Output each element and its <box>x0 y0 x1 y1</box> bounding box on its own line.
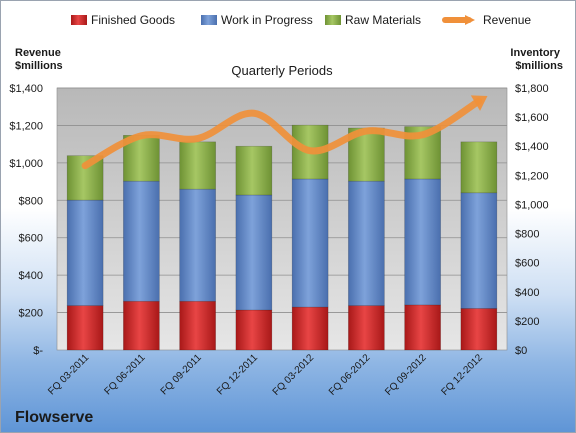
legend-label-work-in-progress: Work in Progress <box>221 13 313 27</box>
right-tick-label: $800 <box>515 229 539 241</box>
right-tick-label: $200 <box>515 316 539 328</box>
bar-work-in-progress <box>123 180 160 302</box>
bar-raw-materials <box>235 145 273 196</box>
chart-title: Quarterly Periods <box>231 63 333 78</box>
legend-item-revenue: Revenue <box>442 13 531 27</box>
right-tick-label: $1,200 <box>515 170 549 182</box>
bar-finished-goods <box>348 305 385 351</box>
left-tick-label: $1,000 <box>9 158 43 170</box>
bar-finished-goods <box>404 304 441 351</box>
revenue-arrowhead-icon <box>470 95 488 111</box>
bar-work-in-progress <box>291 178 329 308</box>
right-tick-label: $1,400 <box>515 141 549 153</box>
right-tick-label: $0 <box>515 345 527 357</box>
x-tick-label: FQ 06-2012 <box>327 352 373 398</box>
x-tick-label: FQ 03-2012 <box>271 352 317 398</box>
bar-finished-goods <box>123 300 160 351</box>
bar-work-in-progress <box>460 192 498 309</box>
left-axis-title: Revenue $millions <box>15 47 64 72</box>
legend-swatch-finished-goods <box>71 15 87 25</box>
legend-label-raw-materials: Raw Materials <box>345 13 421 27</box>
bar-work-in-progress <box>404 178 441 306</box>
x-tick-label: FQ 03-2011 <box>46 352 91 397</box>
legend-arrow-icon <box>465 15 475 25</box>
left-tick-label: $400 <box>19 270 43 282</box>
bar-finished-goods <box>460 308 498 351</box>
right-tick-label: $600 <box>515 258 539 270</box>
bar-finished-goods <box>235 309 273 351</box>
bar-work-in-progress <box>66 199 104 306</box>
revenue-line-layer <box>81 95 488 170</box>
right-tick-label: $400 <box>515 287 539 299</box>
left-tick-label: $800 <box>19 195 43 207</box>
right-axis-title-line-2: $millions <box>515 60 563 72</box>
bar-raw-materials <box>179 141 216 190</box>
right-axis-title-line-1: Inventory <box>510 47 560 59</box>
left-axis-title-line-1: Revenue <box>15 47 61 59</box>
right-tick-label: $1,600 <box>515 112 549 124</box>
left-tick-label: $1,200 <box>9 120 43 132</box>
legend-swatch-raw-materials <box>325 15 341 25</box>
legend-item-raw-materials: Raw Materials <box>325 13 421 27</box>
left-tick-label: $600 <box>19 233 43 245</box>
revenue-line <box>81 97 483 170</box>
right-tick-label: $1,800 <box>515 83 549 95</box>
left-tick-label: $200 <box>19 308 43 320</box>
bar-work-in-progress <box>235 194 273 311</box>
x-tick-label: FQ 12-2011 <box>215 352 260 397</box>
left-tick-label: $1,400 <box>9 83 43 95</box>
company-name: Flowserve <box>15 409 93 426</box>
bar-finished-goods <box>291 306 329 351</box>
legend-item-finished-goods: Finished Goods <box>71 13 175 27</box>
bar-work-in-progress <box>348 180 385 306</box>
legend-label-finished-goods: Finished Goods <box>91 13 175 27</box>
x-tick-label: FQ 09-2011 <box>159 352 204 397</box>
legend-label-revenue: Revenue <box>483 13 531 27</box>
right-axis-title: Inventory $millions <box>510 47 563 72</box>
x-tick-label: FQ 09-2012 <box>383 352 429 398</box>
legend-item-work-in-progress: Work in Progress <box>201 13 313 27</box>
x-tick-label: FQ 06-2011 <box>103 352 148 397</box>
left-axis-title-line-2: $millions <box>15 60 63 72</box>
right-tick-label: $1,000 <box>515 199 549 211</box>
legend-swatch-work-in-progress <box>201 15 217 25</box>
x-tick-label: FQ 12-2012 <box>439 352 485 398</box>
bar-finished-goods <box>66 305 104 351</box>
bar-work-in-progress <box>179 188 216 302</box>
left-tick-label: $- <box>33 345 43 357</box>
legend: Finished Goods Work in Progress Raw Mate… <box>71 13 531 27</box>
bar-raw-materials <box>66 155 104 201</box>
bar-raw-materials <box>460 141 498 194</box>
bar-finished-goods <box>179 300 216 351</box>
